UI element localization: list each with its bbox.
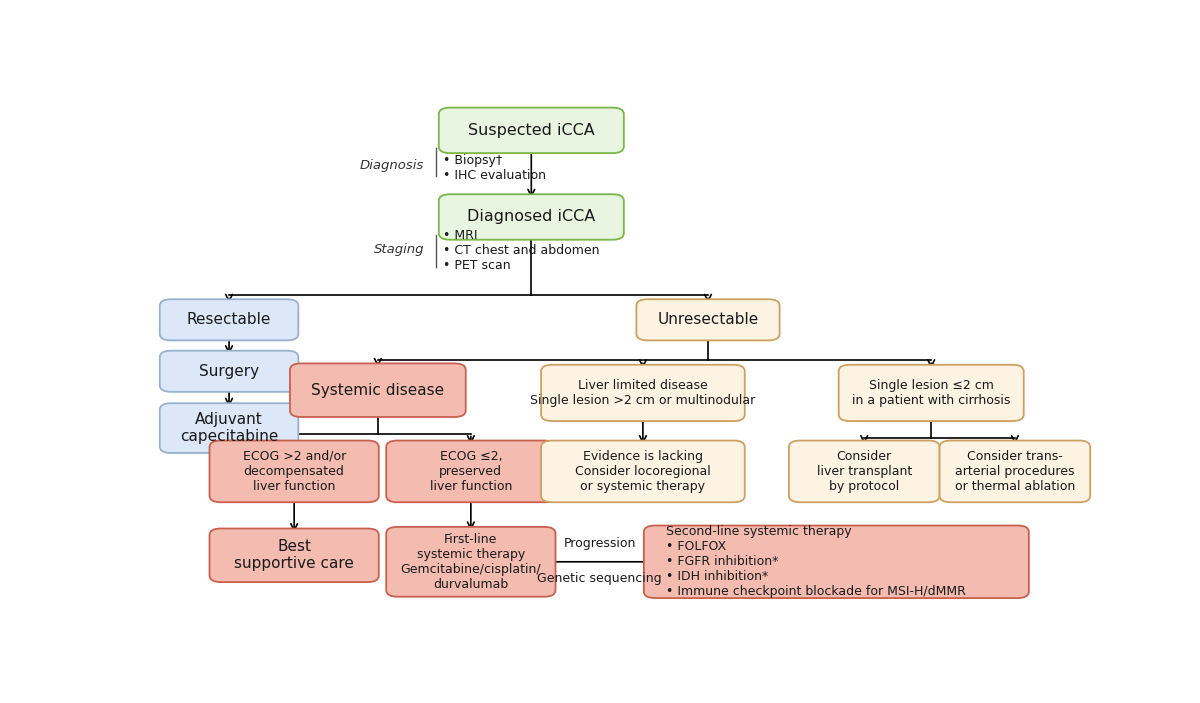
Text: Systemic disease: Systemic disease: [311, 382, 444, 398]
Text: Suspected iCCA: Suspected iCCA: [468, 123, 595, 138]
FancyBboxPatch shape: [210, 529, 379, 582]
Text: First-line
systemic therapy
Gemcitabine/cisplatin/
durvalumab: First-line systemic therapy Gemcitabine/…: [401, 533, 541, 591]
Text: ECOG ≤2,
preserved
liver function: ECOG ≤2, preserved liver function: [430, 450, 512, 493]
Text: Consider trans-
arterial procedures
or thermal ablation: Consider trans- arterial procedures or t…: [955, 450, 1075, 493]
Text: Liver limited disease
Single lesion >2 cm or multinodular: Liver limited disease Single lesion >2 c…: [530, 379, 756, 407]
Text: Surgery: Surgery: [199, 363, 259, 379]
FancyBboxPatch shape: [940, 441, 1091, 502]
Text: Genetic sequencing: Genetic sequencing: [538, 572, 662, 584]
FancyBboxPatch shape: [439, 194, 624, 240]
Text: ECOG >2 and/or
decompensated
liver function: ECOG >2 and/or decompensated liver funct…: [242, 450, 346, 493]
Text: Staging: Staging: [374, 243, 425, 256]
FancyBboxPatch shape: [386, 441, 556, 502]
FancyBboxPatch shape: [644, 526, 1028, 598]
Text: Diagnosis: Diagnosis: [360, 159, 425, 172]
FancyBboxPatch shape: [541, 441, 745, 502]
FancyBboxPatch shape: [788, 441, 940, 502]
FancyBboxPatch shape: [439, 108, 624, 153]
FancyBboxPatch shape: [160, 404, 299, 453]
Text: Best
supportive care: Best supportive care: [234, 539, 354, 572]
Text: • MRI
• CT chest and abdomen
• PET scan: • MRI • CT chest and abdomen • PET scan: [443, 229, 600, 272]
Text: • Biopsy†
• IHC evaluation: • Biopsy† • IHC evaluation: [443, 154, 546, 182]
Text: Resectable: Resectable: [187, 312, 271, 328]
Text: Progression: Progression: [564, 537, 636, 550]
Text: Diagnosed iCCA: Diagnosed iCCA: [467, 209, 595, 224]
FancyBboxPatch shape: [160, 351, 299, 392]
FancyBboxPatch shape: [290, 363, 466, 417]
FancyBboxPatch shape: [160, 299, 299, 340]
Text: Adjuvant
capecitabine: Adjuvant capecitabine: [180, 412, 278, 444]
Text: Consider
liver transplant
by protocol: Consider liver transplant by protocol: [817, 450, 912, 493]
Text: Evidence is lacking
Consider locoregional
or systemic therapy: Evidence is lacking Consider locoregiona…: [575, 450, 710, 493]
FancyBboxPatch shape: [386, 527, 556, 597]
Text: Unresectable: Unresectable: [658, 312, 758, 328]
FancyBboxPatch shape: [839, 365, 1024, 421]
Text: Second-line systemic therapy
• FOLFOX
• FGFR inhibition*
• IDH inhibition*
• Imm: Second-line systemic therapy • FOLFOX • …: [666, 525, 966, 598]
FancyBboxPatch shape: [541, 365, 745, 421]
FancyBboxPatch shape: [210, 441, 379, 502]
Text: Single lesion ≤2 cm
in a patient with cirrhosis: Single lesion ≤2 cm in a patient with ci…: [852, 379, 1010, 407]
FancyBboxPatch shape: [636, 299, 780, 340]
